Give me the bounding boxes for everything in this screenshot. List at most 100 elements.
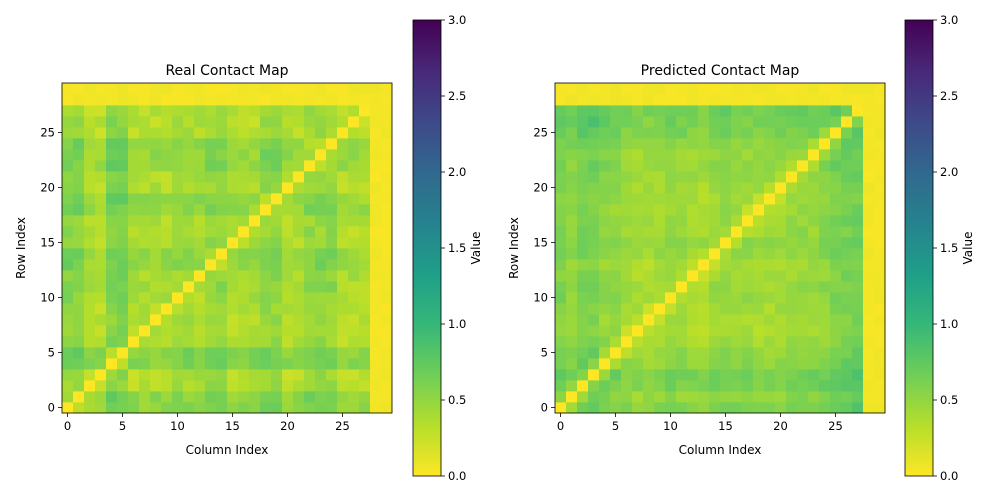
heatmap-cell <box>62 292 74 304</box>
heatmap-cell <box>117 193 129 205</box>
heatmap-cell <box>238 182 250 194</box>
heatmap-cell <box>830 237 842 249</box>
heatmap-cell <box>742 193 754 205</box>
heatmap-cell <box>687 127 699 139</box>
heatmap-cell <box>786 94 798 106</box>
heatmap-cell <box>238 314 250 326</box>
heatmap-cell <box>106 116 118 128</box>
heatmap-cell <box>632 138 644 150</box>
heatmap-cell <box>775 391 787 403</box>
heatmap-cell <box>665 336 677 348</box>
heatmap-cell <box>194 259 206 271</box>
heatmap-cell <box>808 259 820 271</box>
heatmap-cell <box>216 226 228 238</box>
heatmap-cell <box>337 281 349 293</box>
heatmap-cell <box>775 369 787 381</box>
heatmap-cell <box>84 303 96 315</box>
heatmap-cell <box>577 358 589 370</box>
heatmap-cell <box>359 127 371 139</box>
heatmap-cell <box>359 292 371 304</box>
heatmap-cell <box>555 193 567 205</box>
heatmap-cell <box>117 325 129 337</box>
heatmap-cell <box>764 204 776 216</box>
heatmap-cell <box>555 182 567 194</box>
heatmap-cell <box>194 325 206 337</box>
heatmap-cell <box>775 105 787 117</box>
heatmap-cell <box>348 358 360 370</box>
heatmap-cell <box>621 380 633 392</box>
heatmap-cell <box>84 259 96 271</box>
heatmap-cell <box>698 149 710 161</box>
heatmap-cell <box>227 149 239 161</box>
heatmap-cell <box>874 193 886 205</box>
heatmap-cell <box>73 215 85 227</box>
heatmap-cell <box>599 138 611 150</box>
heatmap-cell <box>852 270 864 282</box>
heatmap-cell <box>315 127 327 139</box>
heatmap-cell <box>205 292 217 304</box>
heatmap-cell <box>632 83 644 95</box>
heatmap-cell <box>874 270 886 282</box>
heatmap-cell <box>632 171 644 183</box>
heatmap-cell <box>687 281 699 293</box>
heatmap-cell <box>128 402 140 414</box>
heatmap-cell <box>150 314 162 326</box>
heatmap-cell <box>271 281 283 293</box>
heatmap-cell <box>753 193 765 205</box>
heatmap-cell <box>698 237 710 249</box>
heatmap-cell <box>665 259 677 271</box>
heatmap-cell <box>588 270 600 282</box>
heatmap-cell <box>687 402 699 414</box>
heatmap-cell <box>150 347 162 359</box>
heatmap-cell <box>819 248 831 260</box>
heatmap-cell <box>588 259 600 271</box>
heatmap-cell <box>874 369 886 381</box>
heatmap-cell <box>555 380 567 392</box>
heatmap-cell <box>797 248 809 260</box>
heatmap-cell <box>139 138 151 150</box>
heatmap-cell <box>348 347 360 359</box>
heatmap-cell <box>566 303 578 315</box>
heatmap-cell <box>841 105 853 117</box>
heatmap-cell <box>381 171 393 183</box>
heatmap-cell <box>852 193 864 205</box>
heatmap-cell <box>764 215 776 227</box>
heatmap-cell <box>194 402 206 414</box>
heatmap-cell <box>742 237 754 249</box>
heatmap-cell <box>315 292 327 304</box>
heatmap-cell <box>150 160 162 172</box>
heatmap-cell <box>720 402 732 414</box>
heatmap-cell <box>337 138 349 150</box>
heatmap-cell <box>588 105 600 117</box>
heatmap-cell <box>742 171 754 183</box>
heatmap-cell <box>632 259 644 271</box>
heatmap-cell <box>610 215 622 227</box>
heatmap-cell <box>216 347 228 359</box>
heatmap-cell <box>183 204 195 216</box>
heatmap-cell <box>238 248 250 260</box>
heatmap-cell <box>359 314 371 326</box>
heatmap-cell <box>720 94 732 106</box>
heatmap-cell <box>348 116 360 128</box>
heatmap-cell <box>643 347 655 359</box>
heatmap-cell <box>216 149 228 161</box>
heatmap-cell <box>183 292 195 304</box>
heatmap-cell <box>381 380 393 392</box>
heatmap-cell <box>227 160 239 172</box>
heatmap-cell <box>293 369 305 381</box>
heatmap-cell <box>161 292 173 304</box>
heatmap-cell <box>73 237 85 249</box>
heatmap-cell <box>216 105 228 117</box>
heatmap-cell <box>293 83 305 95</box>
heatmap-cell <box>205 325 217 337</box>
heatmap-cell <box>643 259 655 271</box>
heatmap-cell <box>227 171 239 183</box>
heatmap-cell <box>555 270 567 282</box>
heatmap-cell <box>172 314 184 326</box>
heatmap-cell <box>216 171 228 183</box>
heatmap-cell <box>205 105 217 117</box>
heatmap-cell <box>95 325 107 337</box>
heatmap-cell <box>841 83 853 95</box>
heatmap-cell <box>841 303 853 315</box>
heatmap-cell <box>84 347 96 359</box>
